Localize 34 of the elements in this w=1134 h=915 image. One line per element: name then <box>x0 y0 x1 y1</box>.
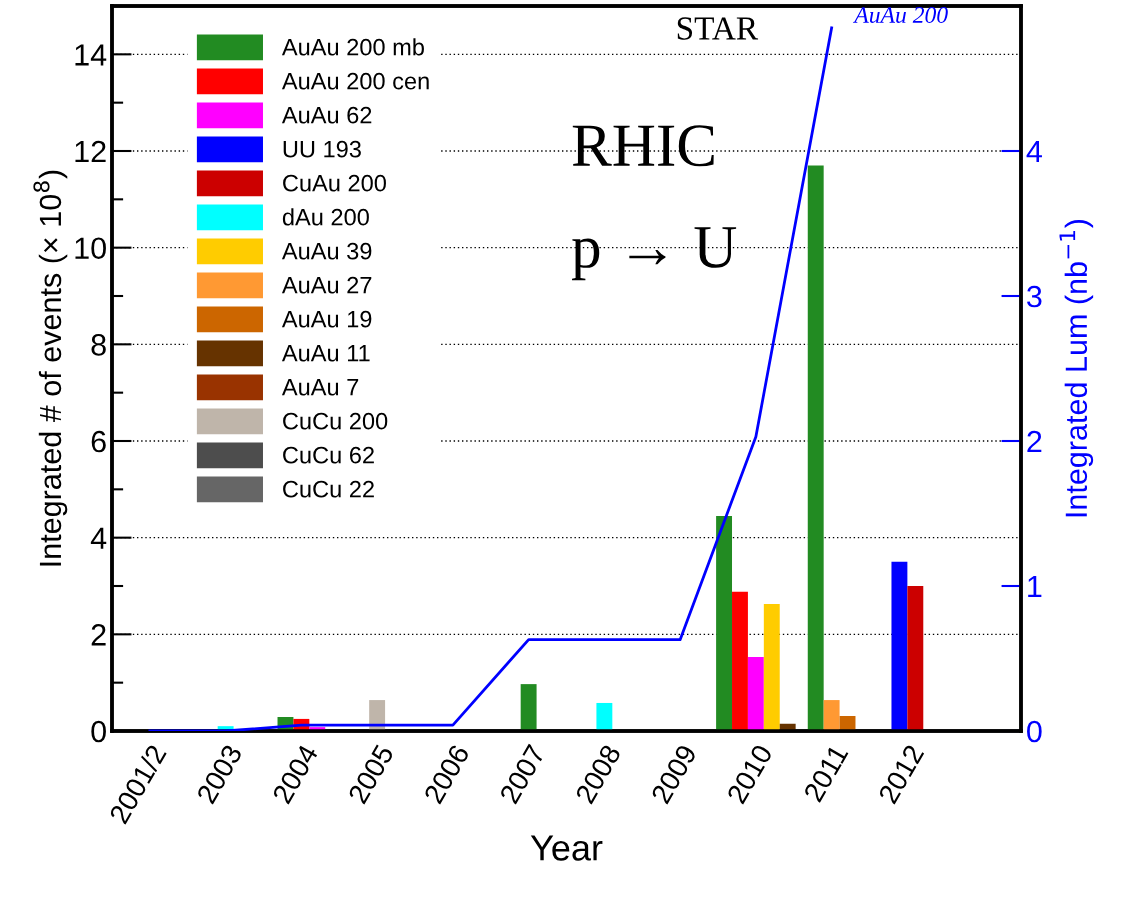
legend-label: CuCu 200 <box>283 412 388 430</box>
annotation: STAR <box>677 17 759 40</box>
legend-label: dAu 200 <box>282 208 369 226</box>
y2-tick-label: 0 <box>1027 720 1042 743</box>
y-tick-label: 2 <box>91 624 106 646</box>
legend-label: AuAu 11 <box>281 345 370 362</box>
y-axis-title: Integrated # of events (× 10$^{8}$) <box>33 170 68 566</box>
y-tick-label: 6 <box>91 430 106 453</box>
y2-tick-label: 3 <box>1027 285 1042 308</box>
y2-tick-label: 1 <box>1028 576 1042 598</box>
legend-label: CuCu 22 <box>283 480 374 498</box>
legend-label: AuAu 200 mb <box>281 38 424 56</box>
legend-label: CuAu 200 <box>283 174 386 192</box>
annotation: RHIC <box>572 125 714 167</box>
annotation: p → U <box>572 227 737 281</box>
legend-label: AuAu 7 <box>281 379 359 396</box>
legend-label: UU 193 <box>283 140 361 158</box>
legend-label: AuAu 200 cen <box>281 72 429 90</box>
y-tick-label: 14 <box>75 44 107 66</box>
legend-label: AuAu 39 <box>281 242 372 260</box>
y2-tick-label: 2 <box>1027 430 1042 453</box>
y-tick-label: 12 <box>75 140 106 163</box>
y-tick-label: 4 <box>90 527 107 549</box>
y-tick-label: 0 <box>91 720 106 743</box>
legend-label: CuCu 62 <box>283 446 374 464</box>
y2-axis-title: Integrated Lum (nb$^{−1}$) <box>1059 220 1094 517</box>
series-label: AuAu 200 <box>853 7 948 23</box>
y-tick-label: 8 <box>91 334 106 356</box>
y-tick-label: 10 <box>75 237 106 260</box>
legend-label: AuAu 62 <box>281 106 372 124</box>
y2-tick-label: 4 <box>1026 141 1042 163</box>
x-axis-title: Year <box>530 835 603 861</box>
legend-label: AuAu 19 <box>281 310 372 328</box>
legend-label: AuAu 27 <box>281 276 372 294</box>
